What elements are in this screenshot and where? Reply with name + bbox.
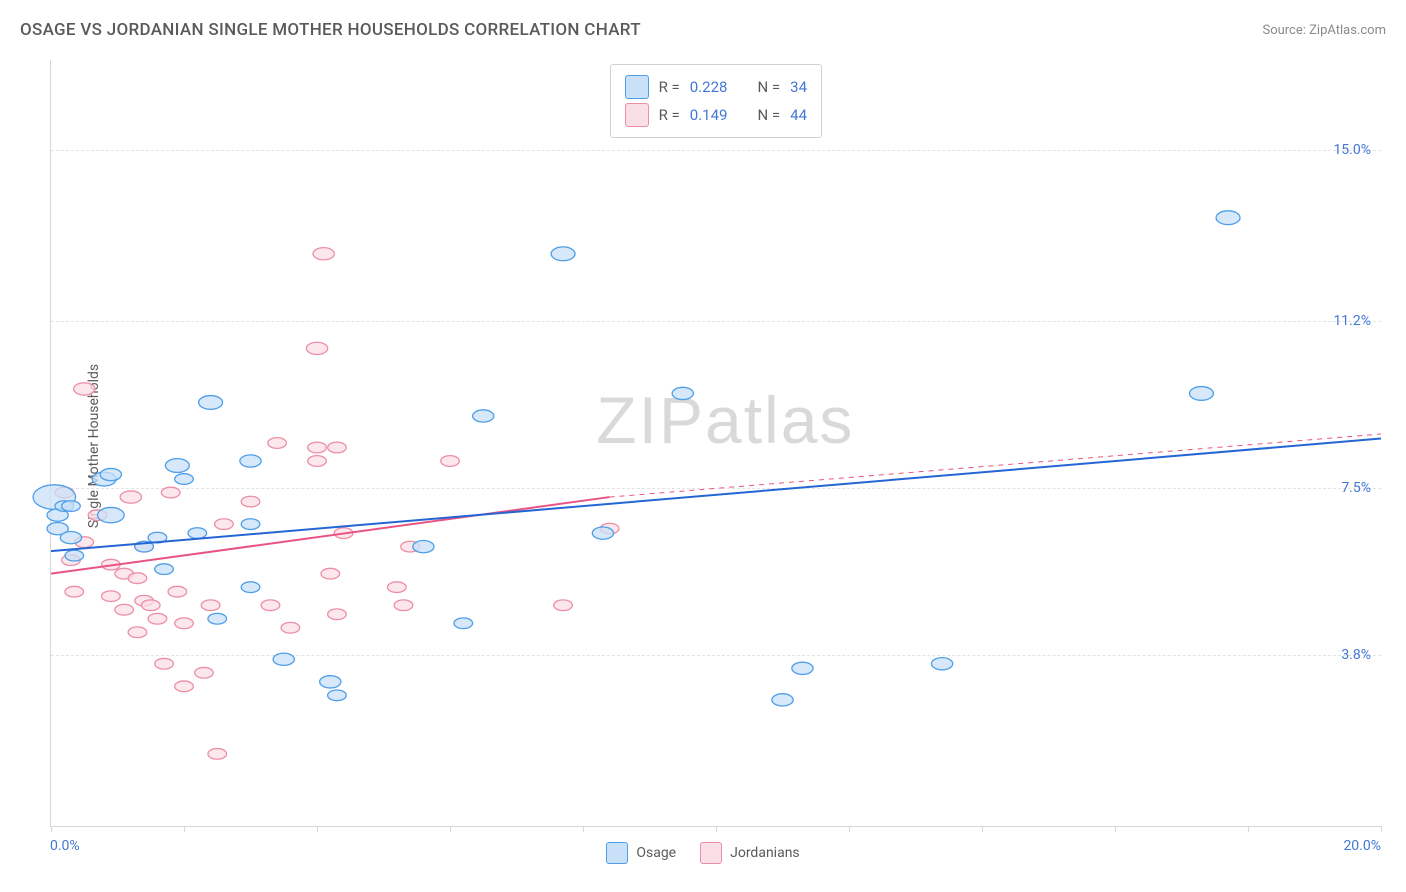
regression-jordanians-dashed	[610, 434, 1381, 497]
point-osage	[772, 694, 793, 706]
x-tick	[1248, 826, 1249, 832]
point-jordanians	[128, 573, 147, 584]
point-jordanians	[268, 438, 287, 449]
plot-area: 3.8%7.5%11.2%15.0%ZIPatlasR =0.228N =34R…	[50, 60, 1381, 827]
regression-jordanians	[51, 497, 610, 574]
point-osage	[175, 474, 194, 485]
point-jordanians	[394, 600, 413, 611]
point-osage	[199, 396, 223, 410]
point-osage	[328, 690, 347, 701]
point-jordanians	[308, 456, 327, 467]
point-osage	[273, 653, 294, 665]
legend-label-jordanians: Jordanians	[730, 845, 800, 861]
n-label: N =	[757, 78, 780, 96]
point-jordanians	[387, 582, 406, 593]
point-osage	[155, 564, 174, 575]
point-jordanians	[155, 658, 174, 669]
n-value-jordanians: 44	[790, 106, 807, 124]
bottom-legend: Osage Jordanians	[0, 842, 1406, 864]
point-osage	[98, 507, 125, 522]
point-jordanians	[120, 491, 141, 503]
x-tick	[317, 826, 318, 832]
point-osage	[413, 541, 434, 553]
point-jordanians	[102, 591, 121, 602]
x-tick	[184, 826, 185, 832]
swatch-jordanians	[700, 842, 722, 864]
point-osage	[240, 455, 261, 467]
point-osage	[241, 519, 260, 530]
point-jordanians	[313, 248, 334, 260]
point-osage	[931, 658, 952, 670]
point-jordanians	[328, 442, 347, 453]
point-jordanians	[241, 496, 260, 507]
point-osage	[454, 618, 473, 629]
point-osage	[208, 613, 227, 624]
point-osage	[592, 527, 613, 539]
r-label: R =	[659, 106, 680, 124]
point-jordanians	[328, 609, 347, 620]
point-osage	[100, 468, 121, 480]
point-jordanians	[141, 600, 160, 611]
point-jordanians	[441, 456, 460, 467]
stats-row-osage: R = 0.228 N = 34	[625, 73, 807, 101]
point-osage	[241, 582, 260, 593]
point-osage	[473, 410, 494, 422]
point-osage	[672, 387, 693, 399]
x-tick	[51, 826, 52, 832]
point-jordanians	[65, 586, 84, 597]
n-label: N =	[757, 106, 780, 124]
point-jordanians	[175, 681, 194, 692]
point-jordanians	[175, 618, 194, 629]
legend-item-osage: Osage	[606, 842, 676, 864]
point-osage	[320, 676, 341, 688]
point-jordanians	[148, 613, 167, 624]
r-label: R =	[659, 78, 680, 96]
x-tick	[1115, 826, 1116, 832]
swatch-osage	[625, 75, 649, 99]
r-value-jordanians: 0.149	[690, 106, 728, 124]
point-jordanians	[168, 586, 187, 597]
x-tick	[982, 826, 983, 832]
point-jordanians	[128, 627, 147, 638]
source-label: Source: ZipAtlas.com	[1262, 23, 1386, 38]
point-osage	[62, 501, 81, 512]
point-osage	[1216, 211, 1240, 225]
point-osage	[1189, 387, 1213, 401]
point-osage	[65, 550, 84, 561]
point-jordanians	[281, 622, 300, 633]
swatch-jordanians	[625, 103, 649, 127]
chart-title: OSAGE VS JORDANIAN SINGLE MOTHER HOUSEHO…	[20, 20, 641, 40]
point-jordanians	[308, 442, 327, 453]
point-jordanians	[74, 383, 95, 395]
r-value-osage: 0.228	[690, 78, 728, 96]
point-osage	[551, 247, 575, 261]
point-osage	[792, 662, 813, 674]
x-tick	[716, 826, 717, 832]
legend-item-jordanians: Jordanians	[700, 842, 800, 864]
stats-row-jordanians: R = 0.149 N = 44	[625, 101, 807, 129]
point-jordanians	[201, 600, 220, 611]
x-tick	[1381, 826, 1382, 832]
point-jordanians	[161, 487, 180, 498]
point-osage	[188, 528, 207, 539]
x-tick	[849, 826, 850, 832]
point-jordanians	[208, 749, 227, 760]
stats-legend: R = 0.228 N = 34 R = 0.149 N = 44	[610, 64, 822, 138]
point-jordanians	[306, 342, 327, 354]
point-osage	[165, 459, 189, 473]
swatch-osage	[606, 842, 628, 864]
point-jordanians	[261, 600, 280, 611]
point-jordanians	[215, 519, 234, 530]
x-tick	[450, 826, 451, 832]
x-tick	[583, 826, 584, 832]
legend-label-osage: Osage	[636, 845, 676, 861]
point-osage	[60, 531, 81, 543]
point-jordanians	[115, 604, 134, 615]
point-jordanians	[195, 667, 214, 678]
point-jordanians	[321, 568, 340, 579]
n-value-osage: 34	[790, 78, 807, 96]
point-jordanians	[554, 600, 573, 611]
